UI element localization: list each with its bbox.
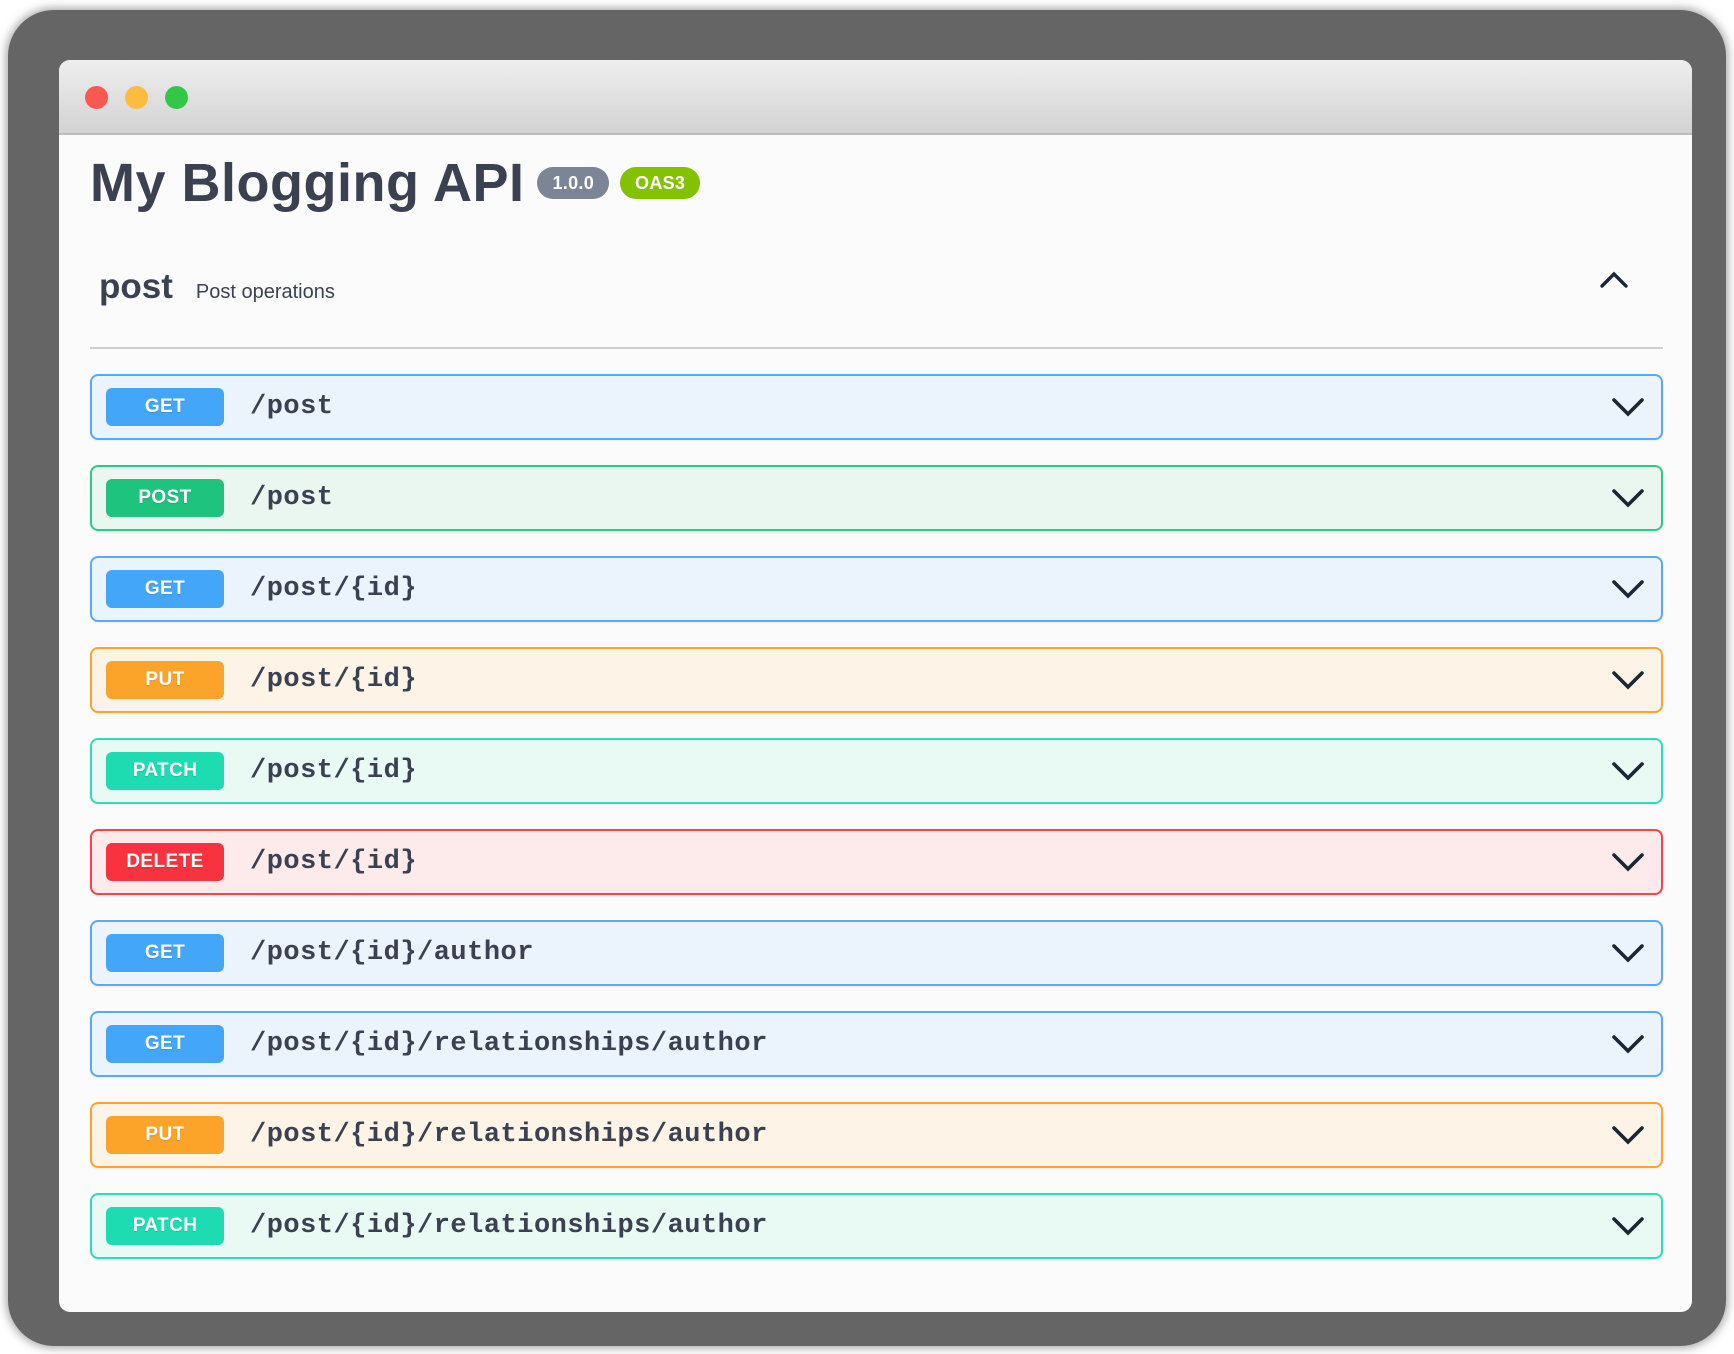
expand-operation-button[interactable]: [1611, 488, 1645, 508]
operation-row-get-0[interactable]: GET /post: [90, 374, 1663, 440]
operation-row-get-7[interactable]: GET /post/{id}/relationships/author: [90, 1011, 1663, 1077]
app-window: My Blogging API 1.0.0 OAS3 post Post ope…: [59, 60, 1692, 1312]
endpoint-path: /post/{id}/relationships/author: [250, 1120, 768, 1150]
oas3-badge: OAS3: [620, 167, 701, 199]
method-badge: DELETE: [106, 843, 224, 881]
window-titlebar[interactable]: [59, 60, 1692, 135]
chevron-down-icon: [1612, 1217, 1644, 1236]
endpoint-path: /post/{id}: [250, 756, 418, 786]
endpoint-path: /post/{id}: [250, 574, 418, 604]
traffic-lights: [85, 86, 188, 109]
close-window-button[interactable]: [85, 86, 108, 109]
chevron-down-icon: [1612, 489, 1644, 508]
method-badge: GET: [106, 570, 224, 608]
operation-row-patch-4[interactable]: PATCH /post/{id}: [90, 738, 1663, 804]
tag-section-header[interactable]: post Post operations: [90, 267, 1663, 307]
expand-operation-button[interactable]: [1611, 943, 1645, 963]
chevron-down-icon: [1612, 944, 1644, 963]
section-divider: [90, 347, 1663, 349]
screenshot-frame: My Blogging API 1.0.0 OAS3 post Post ope…: [8, 10, 1726, 1346]
expand-operation-button[interactable]: [1611, 1125, 1645, 1145]
operation-row-post-1[interactable]: POST /post: [90, 465, 1663, 531]
expand-operation-button[interactable]: [1611, 1034, 1645, 1054]
chevron-down-icon: [1612, 853, 1644, 872]
operation-row-get-6[interactable]: GET /post/{id}/author: [90, 920, 1663, 986]
expand-operation-button[interactable]: [1611, 852, 1645, 872]
expand-operation-button[interactable]: [1611, 761, 1645, 781]
endpoint-path: /post/{id}/relationships/author: [250, 1211, 768, 1241]
method-badge: PUT: [106, 1116, 224, 1154]
chevron-up-icon: [1600, 271, 1628, 288]
page-title: My Blogging API: [90, 153, 525, 213]
minimize-window-button[interactable]: [125, 86, 148, 109]
method-badge: POST: [106, 479, 224, 517]
endpoint-path: /post/{id}/relationships/author: [250, 1029, 768, 1059]
endpoint-path: /post/{id}/author: [250, 938, 534, 968]
operation-list: GET /post POST /post GET /post/{id} PUT …: [90, 374, 1663, 1259]
tag-description: Post operations: [195, 281, 335, 303]
operation-row-patch-9[interactable]: PATCH /post/{id}/relationships/author: [90, 1193, 1663, 1259]
swagger-main: My Blogging API 1.0.0 OAS3 post Post ope…: [59, 135, 1692, 1259]
expand-operation-button[interactable]: [1611, 579, 1645, 599]
expand-operation-button[interactable]: [1611, 670, 1645, 690]
method-badge: PUT: [106, 661, 224, 699]
endpoint-path: /post/{id}: [250, 665, 418, 695]
method-badge: GET: [106, 388, 224, 426]
endpoint-path: /post: [250, 392, 334, 422]
api-badges: 1.0.0 OAS3: [537, 167, 701, 199]
operation-row-put-8[interactable]: PUT /post/{id}/relationships/author: [90, 1102, 1663, 1168]
collapse-section-button[interactable]: [1599, 271, 1629, 294]
chevron-down-icon: [1612, 398, 1644, 417]
chevron-down-icon: [1612, 1035, 1644, 1054]
chevron-down-icon: [1612, 580, 1644, 599]
version-badge: 1.0.0: [537, 167, 610, 199]
zoom-window-button[interactable]: [165, 86, 188, 109]
api-header: My Blogging API 1.0.0 OAS3: [90, 151, 1663, 215]
tag-name: post: [99, 267, 173, 306]
expand-operation-button[interactable]: [1611, 397, 1645, 417]
chevron-down-icon: [1612, 1126, 1644, 1145]
operation-row-put-3[interactable]: PUT /post/{id}: [90, 647, 1663, 713]
method-badge: PATCH: [106, 752, 224, 790]
endpoint-path: /post: [250, 483, 334, 513]
method-badge: GET: [106, 934, 224, 972]
chevron-down-icon: [1612, 762, 1644, 781]
endpoint-path: /post/{id}: [250, 847, 418, 877]
method-badge: GET: [106, 1025, 224, 1063]
method-badge: PATCH: [106, 1207, 224, 1245]
operation-row-delete-5[interactable]: DELETE /post/{id}: [90, 829, 1663, 895]
operation-row-get-2[interactable]: GET /post/{id}: [90, 556, 1663, 622]
chevron-down-icon: [1612, 671, 1644, 690]
expand-operation-button[interactable]: [1611, 1216, 1645, 1236]
